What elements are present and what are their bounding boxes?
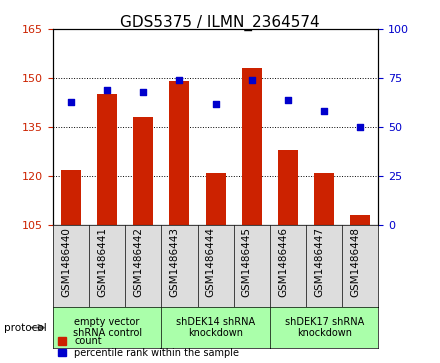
- Point: [357, 124, 364, 130]
- Text: GSM1486448: GSM1486448: [350, 227, 360, 297]
- Text: shDEK14 shRNA
knockdown: shDEK14 shRNA knockdown: [176, 317, 255, 338]
- Point: [321, 109, 328, 114]
- Bar: [350, 215, 370, 225]
- Bar: [133, 117, 153, 225]
- Legend: count, percentile rank within the sample: count, percentile rank within the sample: [58, 336, 239, 358]
- Text: shDEK17 shRNA
knockdown: shDEK17 shRNA knockdown: [285, 317, 364, 338]
- Text: protocol: protocol: [4, 323, 47, 333]
- Point: [212, 101, 219, 106]
- Text: GSM1486444: GSM1486444: [205, 227, 216, 297]
- Bar: [205, 173, 226, 225]
- Text: GSM1486445: GSM1486445: [242, 227, 252, 297]
- Bar: [97, 94, 117, 225]
- Point: [248, 77, 255, 83]
- Text: empty vector
shRNA control: empty vector shRNA control: [73, 317, 142, 338]
- Point: [140, 89, 147, 95]
- Point: [284, 97, 291, 102]
- Point: [103, 87, 110, 93]
- Point: [176, 77, 183, 83]
- Bar: [61, 170, 81, 225]
- Text: GDS5375 / ILMN_2364574: GDS5375 / ILMN_2364574: [120, 15, 320, 31]
- Text: GSM1486443: GSM1486443: [169, 227, 180, 297]
- Bar: [314, 173, 334, 225]
- Point: [67, 99, 74, 105]
- Text: GSM1486447: GSM1486447: [314, 227, 324, 297]
- Bar: [242, 68, 262, 225]
- Text: GSM1486440: GSM1486440: [61, 227, 71, 297]
- Text: GSM1486446: GSM1486446: [278, 227, 288, 297]
- Bar: [169, 81, 189, 225]
- Text: GSM1486441: GSM1486441: [97, 227, 107, 297]
- Text: GSM1486442: GSM1486442: [133, 227, 143, 297]
- Bar: [278, 150, 298, 225]
